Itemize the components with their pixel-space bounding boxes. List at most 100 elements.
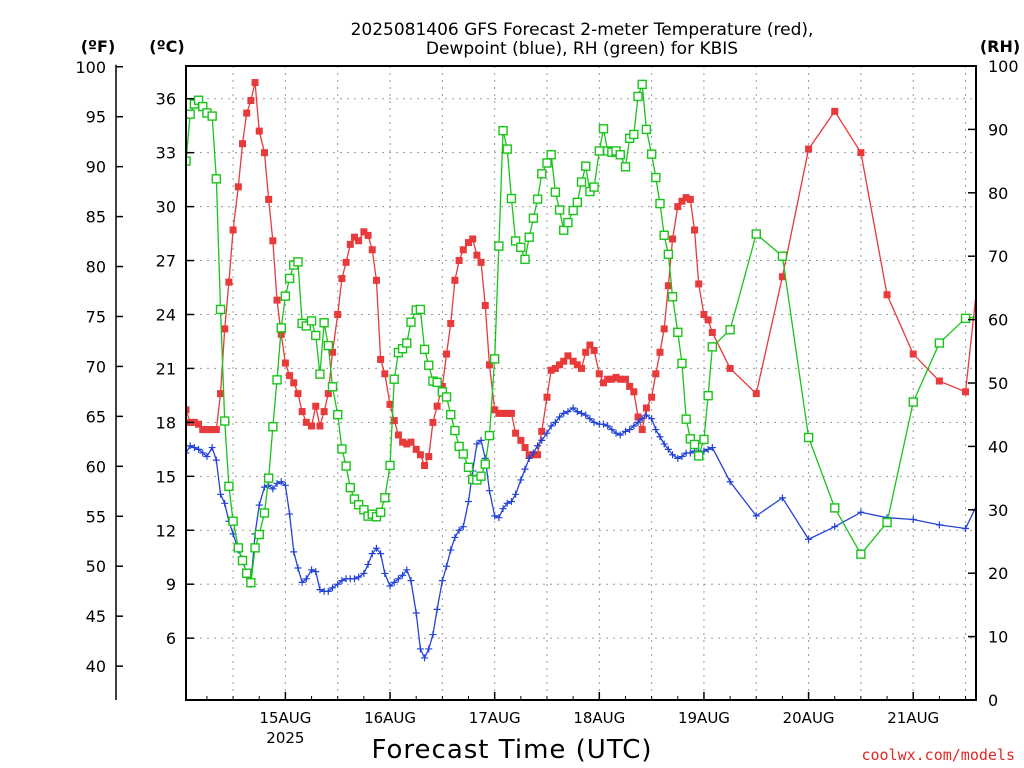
rh-point xyxy=(323,340,334,351)
rh-unit-label: (RH) xyxy=(980,37,1020,56)
fahrenheit-unit-label: (ºF) xyxy=(81,37,116,56)
temperature-point xyxy=(199,426,207,434)
dewpoint-point xyxy=(421,654,429,662)
dewpoint-point xyxy=(664,445,672,453)
temperature-point xyxy=(265,195,273,203)
dewpoint-point xyxy=(381,569,389,577)
temperature-point xyxy=(578,364,586,372)
dewpoint-point xyxy=(586,415,594,423)
rh-point xyxy=(703,390,713,401)
rh-point xyxy=(934,338,945,348)
rh-point xyxy=(306,316,317,326)
temperature-point xyxy=(883,291,891,299)
rh-tick-label: 80 xyxy=(988,184,1008,203)
rh-point xyxy=(563,217,573,228)
rh-point xyxy=(554,205,565,215)
celsius-tick-label: 21 xyxy=(156,359,176,378)
rh-point xyxy=(550,187,561,197)
dewpoint-point xyxy=(909,515,917,523)
temperature-point xyxy=(517,436,525,444)
rh-point xyxy=(432,377,442,388)
rh-point xyxy=(524,232,534,242)
temperature-point xyxy=(909,350,917,358)
fahrenheit-tick-label: 80 xyxy=(86,258,106,277)
temperature-point xyxy=(857,149,865,157)
temperature-point xyxy=(217,390,225,398)
dewpoint-point xyxy=(590,418,598,426)
rh-point xyxy=(655,198,665,209)
temperature-point xyxy=(447,319,455,327)
rh-point xyxy=(598,124,609,134)
rh-point xyxy=(494,241,504,251)
dewpoint-point xyxy=(642,411,650,419)
fahrenheit-tick-label: 50 xyxy=(86,557,106,576)
temperature-point xyxy=(186,406,190,414)
temperature-point xyxy=(225,278,233,286)
dewpoint-point xyxy=(203,453,211,461)
rh-point xyxy=(250,543,260,553)
temperature-point xyxy=(386,400,394,408)
temperature-point xyxy=(648,393,656,401)
rh-point xyxy=(803,432,814,443)
temperature-point xyxy=(316,422,324,430)
dewpoint-point xyxy=(399,571,407,579)
dewpoint-point xyxy=(294,564,302,572)
temperature-point xyxy=(286,372,294,380)
temperature-point xyxy=(334,310,342,318)
temperature-point xyxy=(521,444,529,452)
temperature-point xyxy=(560,357,568,365)
celsius-tick-label: 33 xyxy=(156,144,176,163)
rh-tick-label: 20 xyxy=(988,564,1008,583)
dewpoint-point xyxy=(334,580,342,588)
dewpoint-point xyxy=(447,546,455,554)
dewpoint-point xyxy=(547,422,555,430)
dewpoint-point xyxy=(608,426,616,434)
dewpoint-point xyxy=(338,577,346,585)
temperature-point xyxy=(328,348,336,356)
temperature-point xyxy=(294,390,302,398)
dewpoint-point xyxy=(212,456,220,464)
dewpoint-point xyxy=(390,578,398,586)
temperature-point xyxy=(556,361,564,369)
dewpoint-point xyxy=(503,499,511,507)
dewpoint-point xyxy=(638,415,646,423)
temperature-point xyxy=(512,429,520,437)
temperature-point xyxy=(582,348,590,356)
rh-point xyxy=(633,91,643,102)
dewpoint-point xyxy=(708,444,716,452)
fahrenheit-tick-label: 65 xyxy=(86,407,106,426)
rh-point xyxy=(228,516,238,526)
dewpoint-point xyxy=(260,483,268,491)
rh-point xyxy=(528,213,539,223)
fahrenheit-tick-label: 40 xyxy=(86,657,106,676)
rh-point xyxy=(751,229,761,239)
rh-tick-label: 100 xyxy=(988,57,1019,76)
dewpoint-point xyxy=(302,575,310,583)
temperature-point xyxy=(595,370,603,378)
rh-point xyxy=(402,338,412,348)
rh-point xyxy=(510,236,521,246)
temperature-point xyxy=(935,377,943,385)
temperature-point xyxy=(308,422,316,430)
rh-point xyxy=(272,375,282,385)
rh-point xyxy=(385,460,395,471)
rh-point xyxy=(380,493,390,503)
temperature-point xyxy=(302,418,310,426)
temperature-point xyxy=(260,149,268,157)
dewpoint-point xyxy=(529,449,537,457)
rh-tick-label: 60 xyxy=(988,311,1008,330)
temperature-point xyxy=(678,197,686,205)
rh-point xyxy=(463,462,474,473)
dewpoint-point xyxy=(412,609,420,617)
dewpoint-point xyxy=(660,440,668,448)
celsius-tick-label: 12 xyxy=(156,521,176,540)
dewpoint-point xyxy=(521,465,529,473)
rh-point xyxy=(446,410,456,420)
x-tick-label: 17AUG xyxy=(469,709,521,727)
temperature-point xyxy=(682,194,690,202)
plot-frame xyxy=(185,65,977,701)
temperature-point xyxy=(547,366,555,374)
temperature-point xyxy=(495,409,503,417)
temperature-point xyxy=(421,462,429,470)
rh-point xyxy=(220,416,230,426)
